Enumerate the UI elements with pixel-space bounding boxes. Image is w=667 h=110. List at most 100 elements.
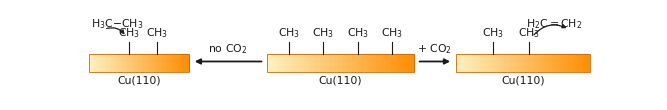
Bar [285,54,288,72]
Text: no CO$_2$: no CO$_2$ [209,42,247,56]
Bar [534,54,537,72]
Bar [544,54,548,72]
Bar [141,54,143,72]
Bar [308,54,311,72]
Bar [145,54,147,72]
Bar [173,54,175,72]
Bar [147,54,149,72]
Bar [566,54,569,72]
Bar [167,54,169,72]
Bar [472,54,475,72]
Bar [290,54,294,72]
Bar [177,54,180,72]
Bar [153,54,155,72]
Bar [579,54,582,72]
Bar [350,54,353,72]
Bar [317,54,320,72]
Bar [361,54,365,72]
Bar [149,54,151,72]
Bar [376,54,380,72]
Bar [480,54,483,72]
Bar [89,54,91,72]
Bar [151,54,153,72]
Bar [490,54,494,72]
Bar [584,54,588,72]
Bar [183,54,186,72]
Bar [520,54,524,72]
Bar [89,54,189,72]
Bar [388,54,391,72]
Bar [281,54,285,72]
Bar [496,54,499,72]
Bar [379,54,382,72]
Bar [323,54,326,72]
Text: H$_2$C$=$CH$_2$: H$_2$C$=$CH$_2$ [526,17,582,31]
Text: Cu(110): Cu(110) [501,76,544,86]
Bar [493,54,496,72]
Bar [133,54,135,72]
Bar [159,54,161,72]
Bar [267,54,270,72]
Bar [91,54,93,72]
Text: CH$_3$: CH$_3$ [118,27,140,40]
Bar [287,54,291,72]
Text: Cu(110): Cu(110) [319,76,362,86]
Bar [331,54,336,72]
Bar [367,54,371,72]
Bar [113,54,115,72]
Bar [582,54,585,72]
Bar [121,54,123,72]
Bar [550,54,553,72]
Bar [299,54,303,72]
Text: CH$_3$: CH$_3$ [146,27,168,40]
Bar [267,54,414,72]
Bar [558,54,561,72]
Bar [107,54,109,72]
Bar [385,54,388,72]
Bar [456,54,459,72]
Text: CH$_3$: CH$_3$ [482,27,504,40]
Bar [485,54,488,72]
Bar [329,54,332,72]
Bar [115,54,117,72]
Bar [464,54,467,72]
Bar [358,54,362,72]
Bar [510,54,512,72]
Bar [187,54,190,72]
Bar [552,54,556,72]
Text: CH$_3$: CH$_3$ [311,27,334,40]
Bar [175,54,178,72]
Bar [364,54,368,72]
Text: CH$_3$: CH$_3$ [347,27,370,40]
Text: CH$_3$: CH$_3$ [518,27,540,40]
Text: $+$ CO$_2$: $+$ CO$_2$ [418,42,452,56]
Bar [346,54,350,72]
Bar [270,54,273,72]
Bar [563,54,566,72]
Bar [498,54,502,72]
Bar [129,54,131,72]
Bar [137,54,139,72]
Bar [412,54,415,72]
Bar [555,54,558,72]
Bar [179,54,182,72]
Bar [394,54,397,72]
Text: CH$_3$: CH$_3$ [278,27,300,40]
Bar [302,54,305,72]
Bar [356,54,359,72]
Bar [273,54,276,72]
Bar [275,54,279,72]
Bar [185,54,188,72]
Bar [341,54,344,72]
Bar [139,54,141,72]
Bar [314,54,317,72]
Bar [531,54,534,72]
Bar [311,54,315,72]
Bar [396,54,400,72]
Bar [482,54,486,72]
Bar [512,54,515,72]
Bar [400,54,403,72]
Bar [391,54,394,72]
Bar [547,54,550,72]
Text: CH$_3$: CH$_3$ [381,27,403,40]
